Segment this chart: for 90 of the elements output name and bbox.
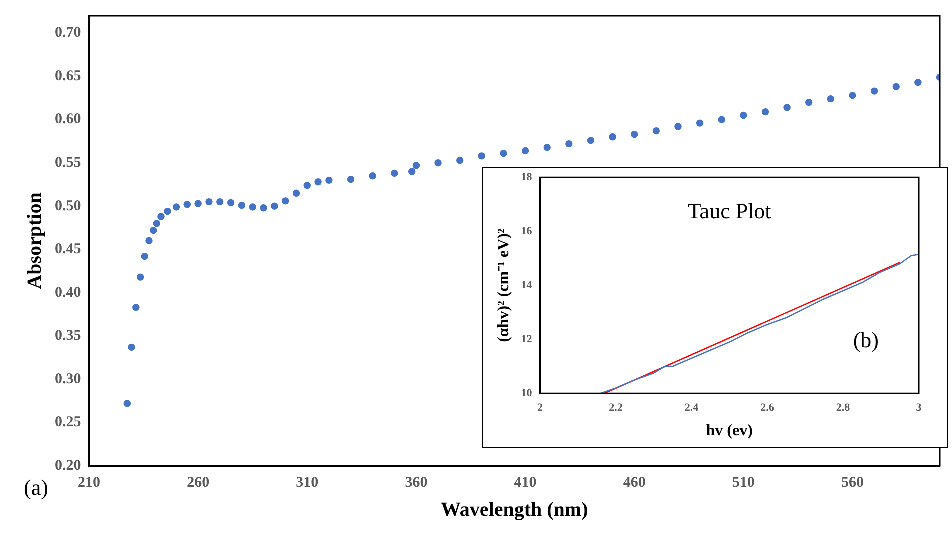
point <box>150 227 158 234</box>
point <box>184 201 192 208</box>
point <box>227 199 235 207</box>
text: (a) <box>24 474 48 500</box>
y-tick-label: 10 <box>521 387 533 400</box>
point <box>314 178 322 186</box>
point <box>696 120 704 127</box>
y-tick-label: 0.60 <box>55 112 82 128</box>
point <box>347 176 355 184</box>
x-tick-label: 2.4 <box>684 402 700 414</box>
point <box>158 213 165 220</box>
x-tick-label: 210 <box>78 474 100 491</box>
point <box>146 237 153 245</box>
x-tick-label: 3 <box>916 402 922 414</box>
point <box>500 150 508 158</box>
point <box>587 137 595 144</box>
point <box>544 144 551 152</box>
x-tick-label: 2.6 <box>760 402 775 414</box>
point <box>153 220 160 228</box>
point <box>271 202 278 210</box>
x-tick-label: 360 <box>405 474 428 491</box>
point <box>238 202 246 210</box>
point <box>434 160 442 167</box>
point <box>566 140 573 148</box>
y-axis-title: Absorption <box>24 192 46 290</box>
y-tick-label: 0.70 <box>55 25 82 42</box>
point <box>762 108 770 116</box>
x-axis-title: hv (ev) <box>706 422 753 440</box>
point <box>132 304 140 312</box>
y-tick-label: 12 <box>521 333 533 346</box>
point <box>456 156 464 164</box>
x-tick-label: 2.2 <box>609 402 624 414</box>
point <box>609 134 616 141</box>
point <box>870 88 878 95</box>
point <box>408 168 416 176</box>
y-tick-label: 0.30 <box>55 371 82 388</box>
point <box>282 198 290 205</box>
point <box>849 92 856 100</box>
point <box>128 344 136 352</box>
y-tick-label: 0.35 <box>55 328 82 344</box>
point <box>522 147 530 155</box>
point <box>631 130 638 138</box>
point <box>304 182 311 190</box>
point <box>914 79 922 86</box>
point <box>194 200 202 208</box>
point <box>164 208 172 216</box>
point <box>478 152 486 160</box>
x-axis-title: Wavelength (nm) <box>441 499 588 522</box>
x-tick-label: 510 <box>732 474 755 491</box>
y-tick-label: 0.65 <box>55 68 82 84</box>
y-tick-label: 0.45 <box>55 242 82 258</box>
x-tick-label: 2 <box>537 402 544 414</box>
point <box>172 204 180 211</box>
point <box>206 198 213 206</box>
point <box>784 104 791 112</box>
point <box>806 98 813 106</box>
y-tick-label: 16 <box>521 225 533 238</box>
point <box>326 176 333 184</box>
x-tick-label: 410 <box>514 474 537 491</box>
y-tick-label: 0.50 <box>55 198 82 214</box>
text: Tauc Plot <box>688 198 772 224</box>
point <box>136 274 144 281</box>
x-tick-label: 310 <box>296 474 319 491</box>
point <box>216 198 224 206</box>
point <box>674 123 682 130</box>
point <box>718 116 726 124</box>
x-tick-label: 260 <box>187 474 210 491</box>
y-tick-label: 0.25 <box>55 414 82 431</box>
point <box>740 112 748 120</box>
y-tick-label: 14 <box>521 279 533 292</box>
point <box>391 170 398 178</box>
y-tick-label: 18 <box>521 171 533 184</box>
y-tick-label: 0.40 <box>55 284 82 301</box>
point <box>260 204 268 212</box>
point <box>292 190 300 198</box>
point <box>249 204 256 211</box>
point <box>652 127 660 135</box>
point <box>827 95 835 103</box>
x-tick-label: 560 <box>841 474 864 491</box>
point <box>892 83 900 91</box>
point <box>412 162 420 170</box>
point <box>141 252 148 260</box>
y-axis-title: (αhv)² (cm⁻¹ eV)² <box>496 228 513 342</box>
x-tick-label: 460 <box>623 474 646 491</box>
annotation: (b) <box>853 327 879 352</box>
y-tick-label: 0.20 <box>55 458 82 474</box>
y-tick-label: 0.55 <box>55 154 82 171</box>
point <box>124 400 132 408</box>
x-tick-label: 2.8 <box>836 402 851 414</box>
point <box>369 172 376 180</box>
